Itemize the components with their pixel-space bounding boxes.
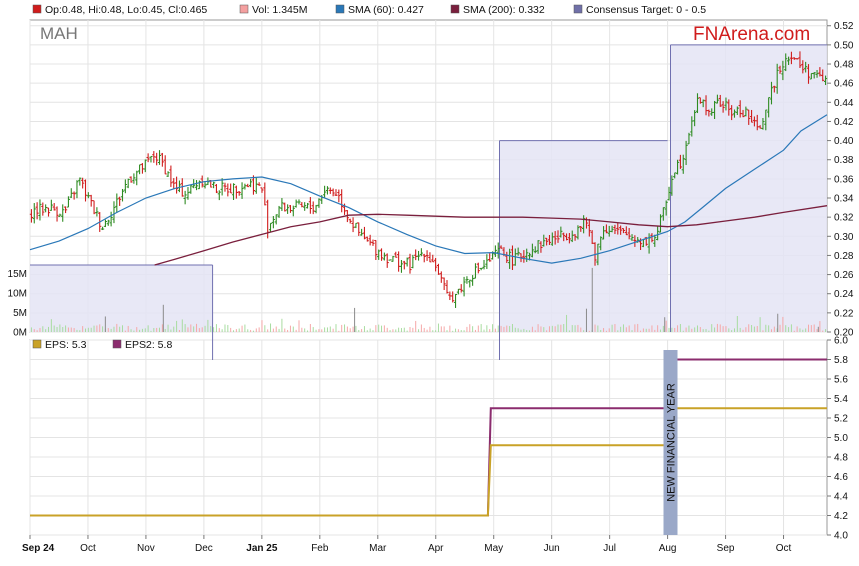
x-tick-label: Dec: [195, 543, 213, 554]
legend-swatch-consensus: [573, 4, 583, 14]
consensus-target-boxes: [30, 44, 827, 360]
x-tick-label: Jun: [544, 543, 560, 554]
consensus-box: [499, 140, 668, 332]
axes: Sep 24 Oct Nov Dec Jan 25 Feb Mar Apr May Jun Jul A…: [8, 21, 854, 554]
legend-ohlc: Op:0.48, Hi:0.48, Lo:0.45, Cl:0.465: [45, 4, 207, 16]
eps-tick-label: 5.8: [834, 355, 848, 366]
volume-bars: [30, 267, 827, 332]
top-legend: Op:0.48, Hi:0.48, Lo:0.45, Cl:0.465 Vol:…: [32, 4, 706, 16]
price-tick-label: 0.48: [834, 60, 854, 71]
price-tick-label: 0.50: [834, 40, 854, 51]
x-tick-label: May: [484, 543, 503, 554]
price-tick-label: 0.26: [834, 270, 854, 281]
volume-tick-label: 10M: [8, 289, 27, 300]
x-tick-label: Feb: [311, 543, 329, 554]
price-tick-label: 0.52: [834, 21, 854, 32]
eps-lines: [30, 358, 827, 517]
sma200-line: [154, 205, 828, 266]
x-tick-label: Sep: [717, 543, 735, 554]
legend-swatch-eps2: [112, 339, 122, 349]
bottom-legend: EPS: 5.3 EPS2: 5.8: [32, 339, 172, 351]
legend-swatch-ohlc: [32, 4, 42, 14]
price-tick-label: 0.36: [834, 174, 854, 185]
x-tick-label: Mar: [369, 543, 387, 554]
legend-sma60: SMA (60): 0.427: [348, 4, 424, 16]
price-tick-label: 0.24: [834, 289, 854, 300]
price-tick-label: 0.22: [834, 308, 854, 319]
price-tick-label: 0.40: [834, 136, 854, 147]
price-tick-label: 0.32: [834, 213, 854, 224]
price-tick-label: 0.34: [834, 194, 854, 205]
price-tick-label: 0.28: [834, 251, 854, 262]
brand-label: FNArena.com: [693, 24, 810, 45]
x-tick-label: Jan 25: [246, 543, 278, 554]
legend-sma200: SMA (200): 0.332: [463, 4, 545, 16]
eps-tick-label: 6.0: [834, 336, 848, 347]
x-tick-label: Oct: [776, 543, 792, 554]
eps-tick-label: 5.0: [834, 433, 848, 444]
eps-tick-label: 5.4: [834, 394, 848, 405]
legend-swatch-sma60: [335, 4, 345, 14]
price-tick-label: 0.42: [834, 117, 854, 128]
price-tick-label: 0.44: [834, 98, 854, 109]
legend-swatch-eps: [32, 339, 42, 349]
eps-tick-label: 5.6: [834, 375, 848, 386]
eps-tick-label: 4.0: [834, 531, 848, 542]
legend-swatch-sma200: [450, 4, 460, 14]
consensus-box: [670, 44, 827, 333]
x-tick-label: Sep 24: [22, 543, 55, 554]
volume-tick-label: 5M: [13, 308, 27, 319]
eps-tick-label: 4.6: [834, 472, 848, 483]
x-tick-label: Nov: [137, 543, 155, 554]
legend-eps2: EPS2: 5.8: [125, 339, 172, 351]
x-tick-label: Aug: [659, 543, 677, 554]
eps-tick-label: 4.4: [834, 492, 848, 503]
volume-tick-label: 15M: [8, 269, 27, 280]
x-tick-label: Oct: [80, 543, 96, 554]
new-financial-year-annotation: NEW FINANCIAL YEAR: [663, 350, 678, 535]
annotation-bar: [663, 350, 678, 535]
ticker-label: MAH: [40, 24, 78, 43]
price-tick-label: 0.20: [834, 328, 854, 339]
legend-swatch-volume: [239, 4, 249, 14]
legend-consensus: Consensus Target: 0 - 0.5: [586, 4, 706, 16]
consensus-box: [30, 265, 213, 332]
eps-tick-label: 4.8: [834, 453, 848, 464]
volume-tick-label: 0M: [13, 328, 27, 339]
x-tick-label: Jul: [603, 543, 616, 554]
annotation-label: NEW FINANCIAL YEAR: [665, 383, 677, 502]
legend-volume: Vol: 1.345M: [252, 4, 307, 16]
x-tick-label: Apr: [428, 543, 444, 554]
sma60-line: [29, 114, 828, 264]
legend-eps: EPS: 5.3: [45, 339, 87, 351]
price-tick-label: 0.46: [834, 79, 854, 90]
price-bars: [29, 51, 828, 308]
eps-tick-label: 4.2: [834, 511, 848, 522]
price-tick-label: 0.30: [834, 232, 854, 243]
eps-line: [30, 407, 827, 517]
price-tick-label: 0.38: [834, 155, 854, 166]
eps-tick-label: 5.2: [834, 414, 848, 425]
